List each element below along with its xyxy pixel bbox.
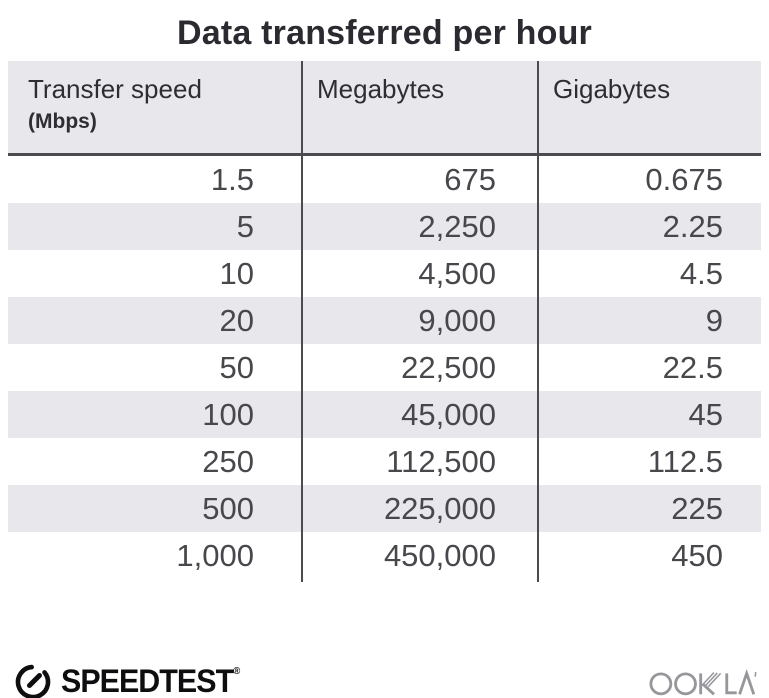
column-divider [537,61,539,582]
table-row: 1,000 450,000 450 [8,532,761,579]
cell-megabytes: 450,000 [383,538,496,573]
cell-gigabytes: 22.5 [662,350,723,385]
speedtest-wordmark: SPEEDTEST® [61,662,241,698]
ookla-wordmark-icon [649,669,757,696]
page-title: Data transferred per hour [177,14,592,52]
cell-speed: 10 [219,256,254,291]
cell-megabytes: 2,250 [418,209,496,244]
table-body: 1.5 675 0.675 5 2,250 2.25 10 4,500 4.5 … [8,156,761,579]
cell-megabytes: 45,000 [401,397,496,432]
cell-megabytes: 4,500 [418,256,496,291]
column-header-transfer-speed: Transfer speed (Mbps) [8,61,302,153]
data-table: Transfer speed (Mbps) Megabytes Gigabyte… [8,61,761,582]
cell-speed: 20 [219,303,254,338]
speedtest-gauge-icon [13,661,53,698]
cell-gigabytes: 9 [705,303,723,338]
table-header-row: Transfer speed (Mbps) Megabytes Gigabyte… [8,61,761,156]
column-header-megabytes: Megabytes [317,74,445,104]
cell-megabytes: 225,000 [383,491,496,526]
registered-trademark: ® [233,665,241,677]
column-header-unit: (Mbps) [28,110,97,133]
cell-megabytes: 675 [444,162,496,197]
cell-speed: 250 [202,444,254,479]
column-divider [301,61,303,582]
cell-speed: 1,000 [176,538,254,573]
column-header-gigabytes: Gigabytes [553,74,671,104]
cell-megabytes: 112,500 [386,444,496,479]
cell-gigabytes: 45 [688,397,723,432]
speedtest-logo: SPEEDTEST® [13,661,250,698]
table-row: 20 9,000 9 [8,297,761,344]
table-row: 1.5 675 0.675 [8,156,761,203]
table-row: 250 112,500 112.5 [8,438,761,485]
cell-gigabytes: 0.675 [645,162,723,197]
page: Data transferred per hour Transfer speed… [0,14,769,698]
table-row: 10 4,500 4.5 [8,250,761,297]
cell-speed: 5 [236,209,254,244]
table-row: 500 225,000 225 [8,485,761,532]
cell-speed: 500 [202,491,254,526]
cell-gigabytes: 2.25 [662,209,723,244]
cell-megabytes: 9,000 [418,303,496,338]
cell-gigabytes: 450 [671,538,723,573]
cell-megabytes: 22,500 [401,350,496,385]
cell-gigabytes: 225 [671,491,723,526]
table-row: 100 45,000 45 [8,391,761,438]
table-row: 5 2,250 2.25 [8,203,761,250]
column-header-label: Transfer speed [28,74,202,104]
cell-gigabytes: 112.5 [647,444,723,479]
table-row: 50 22,500 22.5 [8,344,761,391]
cell-gigabytes: 4.5 [679,256,723,291]
cell-speed: 1.5 [210,162,254,197]
cell-speed: 100 [202,397,254,432]
cell-speed: 50 [219,350,254,385]
ookla-logo: OOKLA [649,662,759,698]
footer: SPEEDTEST® OOKLA [13,657,759,698]
